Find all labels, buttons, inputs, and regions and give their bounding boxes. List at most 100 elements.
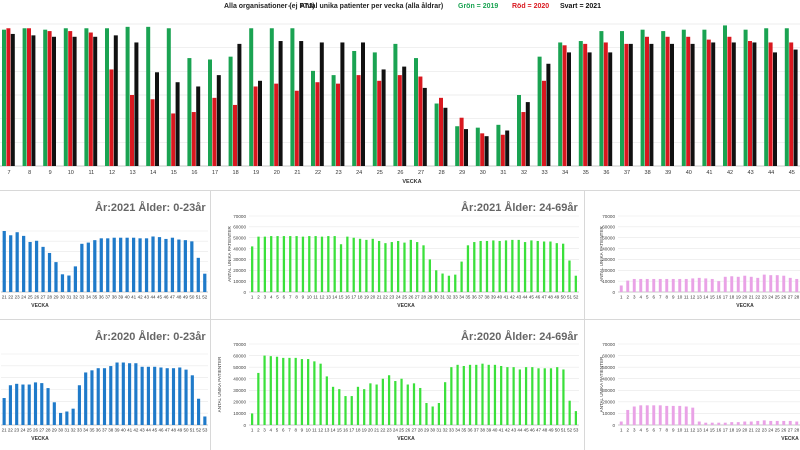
x-tick-label: 8	[294, 428, 297, 433]
bar-week-21	[749, 421, 753, 425]
bar-week-12	[691, 278, 695, 292]
bar-2021-v15	[175, 82, 180, 166]
bar-week-21	[2, 231, 6, 292]
bar-week-12	[320, 236, 324, 292]
section-divider	[0, 190, 800, 191]
x-tick-label: 30	[58, 428, 64, 433]
x-tick-label: 14	[331, 428, 337, 433]
bar-week-27	[41, 246, 45, 292]
y-tick-label: 0	[243, 423, 246, 428]
x-tick-label: 34	[459, 295, 465, 300]
x-tick-label: 25	[775, 295, 781, 300]
x-tick-label: 53	[202, 428, 208, 433]
bar-week-38	[109, 366, 113, 425]
title-dash: -	[288, 3, 291, 10]
bar-2019-v34	[558, 42, 563, 166]
x-axis-title: VECKA	[397, 303, 415, 309]
x-tick-label: 24	[396, 295, 402, 300]
bar-2019-v23	[331, 75, 336, 166]
bar-week-10	[678, 278, 682, 292]
x-tick-label: 31	[64, 428, 70, 433]
bar-week-26	[406, 384, 409, 425]
bar-2020-v39	[665, 36, 670, 166]
bar-week-28	[47, 252, 52, 292]
x-tick-label: 38	[645, 170, 651, 176]
x-axis-title: VECKA	[397, 436, 415, 442]
bar-week-26	[782, 275, 786, 292]
bar-week-47	[165, 368, 169, 425]
x-tick-label: 31	[440, 295, 446, 300]
y-tick-label: 70000	[233, 342, 246, 347]
bar-week-36	[99, 238, 103, 292]
y-tick-label: 10000	[233, 411, 246, 416]
x-tick-label: 24	[393, 428, 399, 433]
bar-2020-v7	[6, 28, 11, 167]
bar-2020-v43	[748, 41, 752, 166]
x-tick-label: 5	[646, 428, 649, 433]
bar-week-43	[144, 238, 149, 292]
bar-2021-v10	[72, 36, 77, 166]
chart-title: Alla organisationer (ej PTJ)	[224, 3, 315, 10]
x-tick-label: 20	[742, 295, 748, 300]
x-tick-label: 28	[421, 295, 427, 300]
x-tick-label: 37	[102, 428, 108, 433]
bar-week-15	[710, 278, 714, 292]
x-tick-label: 22	[315, 170, 321, 176]
bar-week-10	[678, 405, 682, 425]
x-tick-label: 14	[150, 170, 156, 176]
x-tick-label: 5	[646, 295, 649, 300]
bar-2021-v43	[752, 42, 757, 166]
bar-week-25	[28, 241, 32, 292]
bar-2021-v12	[113, 35, 118, 166]
x-tick-label: 6	[283, 295, 286, 300]
x-tick-label: 9	[672, 295, 675, 300]
x-tick-label: 21	[2, 428, 8, 433]
x-tick-label: 5	[276, 428, 279, 433]
bar-2020-v12	[109, 69, 114, 166]
x-tick-label: 25	[28, 295, 34, 300]
chart-header: Alla organisationer (ej PTJ) - Antal uni…	[0, 3, 800, 15]
x-tick-label: 18	[233, 170, 239, 176]
y-tick-label: 60000	[602, 353, 615, 358]
bar-week-39	[492, 240, 495, 292]
x-tick-label: 25	[775, 428, 781, 433]
x-tick-label: 37	[474, 428, 480, 433]
x-tick-label: 21	[749, 428, 755, 433]
bar-week-16	[717, 422, 721, 425]
x-tick-label: 15	[339, 295, 345, 300]
bar-week-38	[485, 240, 489, 292]
bar-2019-v14	[146, 26, 151, 167]
bar-week-51	[568, 260, 571, 292]
bar-week-50	[190, 241, 194, 292]
x-tick-label: 25	[402, 295, 408, 300]
x-tick-label: 35	[465, 295, 471, 300]
x-tick-label: 7	[288, 428, 291, 433]
bar-week-18	[730, 276, 734, 292]
bar-week-49	[178, 367, 182, 425]
bar-week-40	[493, 364, 497, 425]
x-tick-label: 44	[517, 428, 523, 433]
bar-2021-v33	[546, 63, 551, 167]
x-tick-label: 17	[723, 295, 729, 300]
bar-2020-v33	[542, 80, 546, 166]
x-tick-label: 32	[71, 428, 77, 433]
x-tick-label: 50	[555, 428, 561, 433]
bar-week-25	[775, 420, 779, 425]
bar-week-50	[184, 369, 188, 425]
x-tick-label: 26	[397, 170, 403, 176]
bar-week-5	[276, 236, 279, 292]
bar-week-9	[671, 405, 675, 425]
x-tick-label: 6	[652, 295, 655, 300]
bar-2021-v28	[443, 107, 448, 166]
bar-2021-v24	[361, 42, 365, 166]
bar-2019-v12	[105, 28, 109, 167]
x-tick-label: 23	[389, 295, 395, 300]
bar-week-32	[447, 275, 451, 292]
x-tick-label: 11	[684, 295, 689, 300]
bar-week-27	[40, 383, 44, 425]
bar-week-23	[15, 383, 19, 425]
y-tick-label: 40000	[602, 246, 615, 251]
bar-week-20	[369, 383, 372, 425]
x-tick-label: 13	[326, 295, 332, 300]
x-tick-label: 46	[158, 428, 164, 433]
